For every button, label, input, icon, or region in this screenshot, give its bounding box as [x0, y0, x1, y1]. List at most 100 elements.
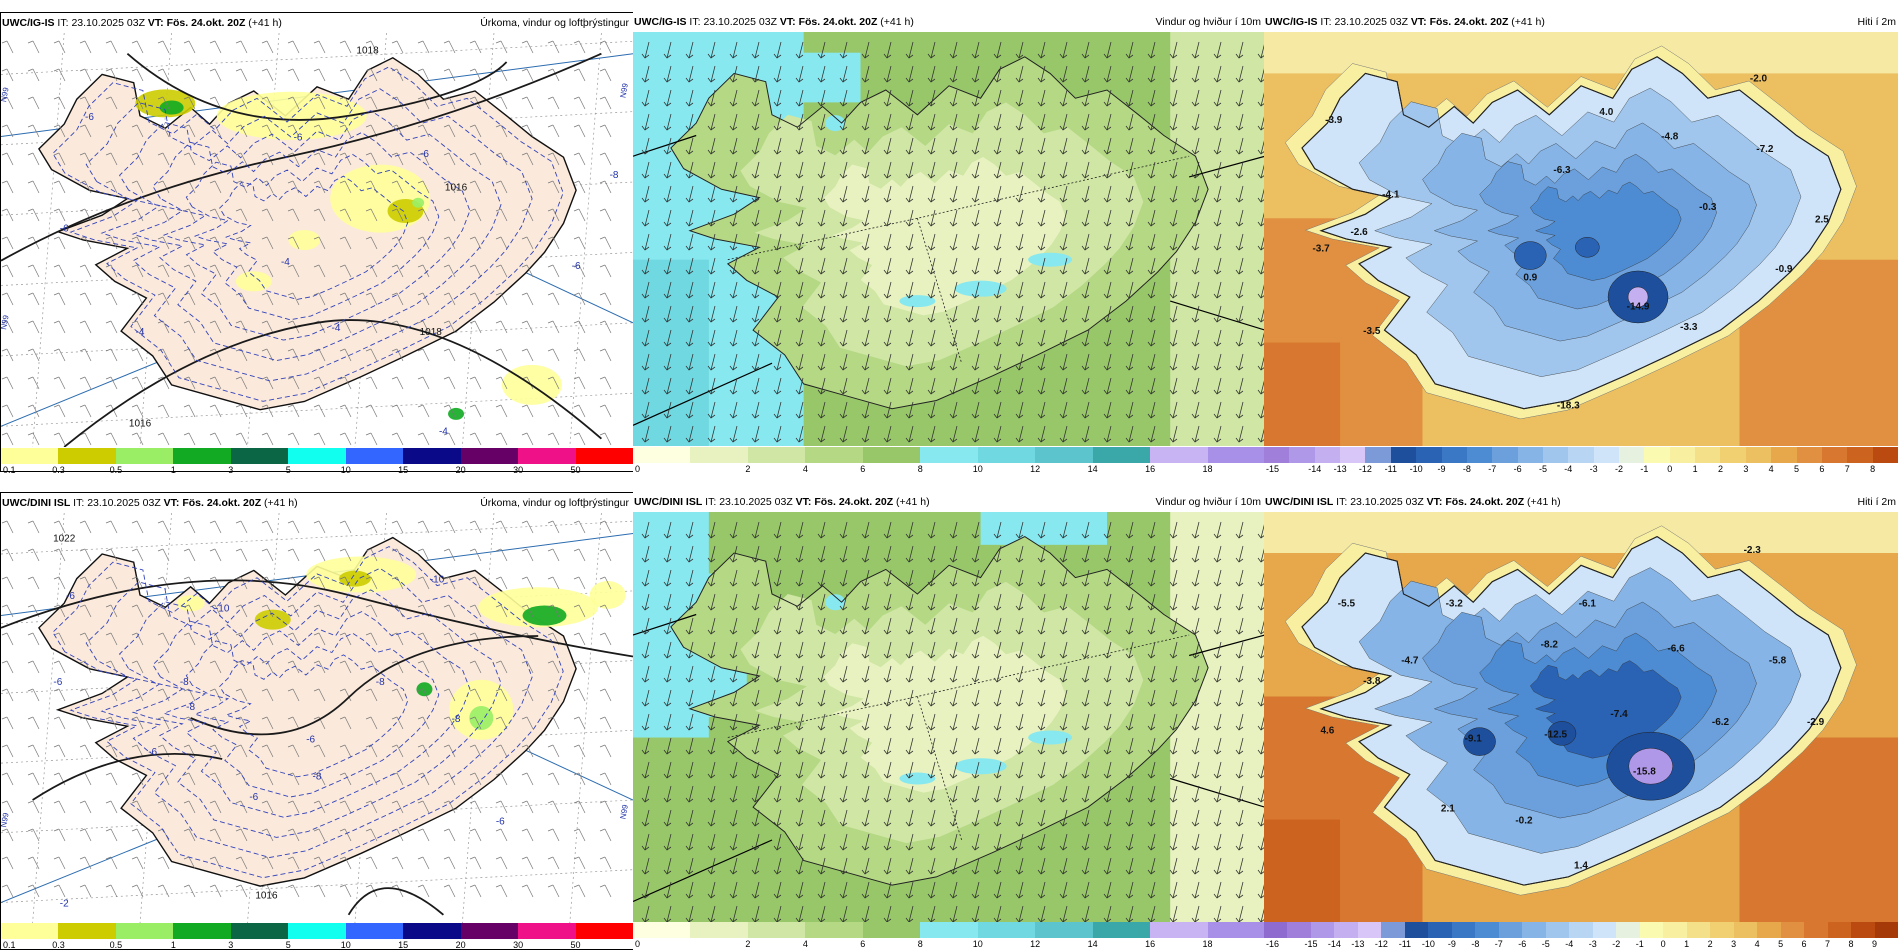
colorbar-swatch [58, 448, 117, 464]
colorbar-swatch [920, 447, 979, 463]
panel-dini-temp[interactable]: UWC/DINI ISL IT: 23.10.2025 03Z VT: Fös.… [1264, 492, 1900, 950]
contour-label: N99 [619, 82, 631, 99]
colorbar-label: 6 [860, 939, 866, 949]
colorbar-label: 2 [745, 464, 751, 474]
colorbar-label: 8 [917, 464, 923, 474]
panel-title: UWC/IG-IS IT: 23.10.2025 03Z VT: Fös. 24… [1, 13, 633, 33]
contour-label: -4 [332, 323, 341, 334]
temperature-value: 2.1 [1441, 803, 1455, 814]
contour-label: -6 [306, 735, 315, 746]
temperature-value: -3.8 [1363, 676, 1381, 687]
precip-map[interactable]: 1022 -6 -10 -10 -6 -8 -6 -6 -8 -6 -8 -8 -8 -6 -2 1016 N9… [1, 513, 633, 923]
colorbar-label: 0 [635, 939, 641, 949]
lead-time: (+41 h) [264, 497, 298, 509]
it-value: 23.10.2025 03Z [87, 497, 161, 509]
vt-value: Fös. 24.okt. 20Z [1429, 16, 1509, 28]
colorbar-swatch [460, 448, 519, 464]
lead-time: (+41 h) [880, 16, 914, 28]
temperature-value: -5.8 [1769, 656, 1787, 667]
panel-title: UWC/DINI ISL IT: 23.10.2025 03Z VT: Fös.… [1264, 492, 1900, 512]
model-name: UWC/DINI ISL [634, 496, 703, 508]
colorbar-swatch [518, 448, 577, 464]
colorbar-label: 1 [1692, 464, 1698, 474]
temperature-value: -3.5 [1363, 326, 1381, 337]
precip-map[interactable]: -6 -6 -4 -6 -8 -6 -6 -4 -4 -4 1018 1016 1018 1016 N99 N… [1, 33, 633, 447]
colorbar-swatch [1150, 922, 1209, 938]
temperature-value: -7.2 [1756, 144, 1774, 155]
colorbar-swatch [747, 922, 806, 938]
contour-label: -10 [430, 575, 445, 586]
colorbar-label: 0.3 [52, 465, 65, 475]
contour-label: -8 [180, 677, 189, 688]
colorbar-swatch [1314, 447, 1341, 463]
panel-dini-wind[interactable]: UWC/DINI ISL IT: 23.10.2025 03Z VT: Fös.… [633, 492, 1266, 950]
colorbar-label: 7 [1844, 464, 1850, 474]
colorbar-wind: 0 2 4 6 8 10 12 14 16 18 [633, 447, 1266, 475]
vt-label: VT: [163, 497, 180, 509]
contour-label: 1018 [420, 327, 443, 338]
colorbar-label: 1 [170, 465, 176, 475]
colorbar-label: 50 [570, 940, 581, 950]
temperature-value: -6.6 [1667, 643, 1685, 654]
colorbar-label: 0 [635, 464, 641, 474]
it-label: IT: [689, 16, 701, 28]
colorbar-label: 6 [860, 464, 866, 474]
colorbar-swatch [288, 923, 347, 939]
wind-map[interactable] [633, 32, 1265, 446]
colorbar-label: 18 [1202, 939, 1213, 949]
colorbar-swatch [1847, 447, 1874, 463]
colorbar-label: -10 [1409, 464, 1423, 474]
temperature-value: -4.7 [1401, 656, 1419, 667]
colorbar-precip: 0.1 0.3 0.5 1 3 5 10 15 20 30 50 [1, 448, 634, 476]
panel-igis-wind[interactable]: UWC/IG-IS IT: 23.10.2025 03Z VT: Fös. 24… [633, 12, 1266, 475]
contour-label: -8 [610, 170, 619, 181]
colorbar-label: -9 [1437, 464, 1446, 474]
colorbar-label: 30 [513, 940, 524, 950]
temperature-value: -0.2 [1515, 816, 1533, 827]
vt-value: Fös. 24.okt. 20Z [798, 16, 878, 28]
temperature-value: -7.4 [1610, 709, 1628, 720]
colorbar-label: 9 [1872, 939, 1878, 949]
temperature-map[interactable]: -2.3 -5.5 -3.2 -6.1 -8.2 -6.6 -5.8 -4.7 -3.8 -7.4… [1264, 512, 1898, 922]
colorbar-swatch [633, 922, 691, 938]
panel-title: UWC/IG-IS IT: 23.10.2025 03Z VT: Fös. 24… [1264, 12, 1900, 32]
colorbar-swatch [1796, 447, 1823, 463]
colorbar-label: 8 [917, 939, 923, 949]
colorbar-swatch [1357, 922, 1382, 938]
contour-label: -4 [281, 257, 290, 268]
colorbar-label: -15 [1266, 464, 1280, 474]
colorbar-swatch [1821, 447, 1848, 463]
colorbar-swatch [1720, 447, 1747, 463]
temperature-value: -6.2 [1712, 717, 1730, 728]
colorbar-label: 14 [1087, 464, 1098, 474]
temperature-map[interactable]: -2.0 -3.9 4.0 -4.8 -7.2 -6.3 -4.1 -0.3 2.5 -2.6 -3… [1264, 32, 1898, 446]
contour-label: 1016 [445, 182, 468, 193]
temperature-value: -3.7 [1312, 243, 1330, 254]
model-name: UWC/DINI ISL [1265, 496, 1334, 508]
wind-map[interactable] [633, 512, 1265, 922]
colorbar-swatch [1451, 922, 1476, 938]
colorbar-label: 15 [398, 940, 409, 950]
colorbar-swatch [575, 448, 634, 464]
panel-igis-temp[interactable]: UWC/IG-IS IT: 23.10.2025 03Z VT: Fös. 24… [1264, 12, 1900, 474]
panel-igis-precip[interactable]: UWC/IG-IS IT: 23.10.2025 03Z VT: Fös. 24… [0, 12, 634, 475]
contour-label: -6 [294, 133, 303, 144]
colorbar-swatch [1340, 447, 1366, 463]
colorbar-label: -13 [1333, 464, 1347, 474]
colorbar-swatch [575, 923, 634, 939]
it-label: IT: [1320, 16, 1332, 28]
colorbar-swatch [1264, 922, 1288, 938]
colorbar-label: 3 [1743, 464, 1749, 474]
contour-label: 1016 [255, 890, 278, 901]
contour-label: N99 [1, 314, 11, 331]
contour-label: 1022 [53, 534, 76, 545]
colorbar-label: -8 [1471, 939, 1480, 949]
colorbar-swatch [1035, 922, 1094, 938]
colorbar-swatch [345, 448, 404, 464]
panel-dini-precip[interactable]: UWC/DINI ISL IT: 23.10.2025 03Z VT: Fös.… [0, 492, 634, 950]
colorbar-label: -7 [1494, 939, 1503, 949]
colorbar-label: -8 [1462, 464, 1471, 474]
colorbar-swatch [1663, 922, 1688, 938]
colorbar-swatch [518, 923, 577, 939]
vt-label: VT: [1410, 16, 1427, 28]
